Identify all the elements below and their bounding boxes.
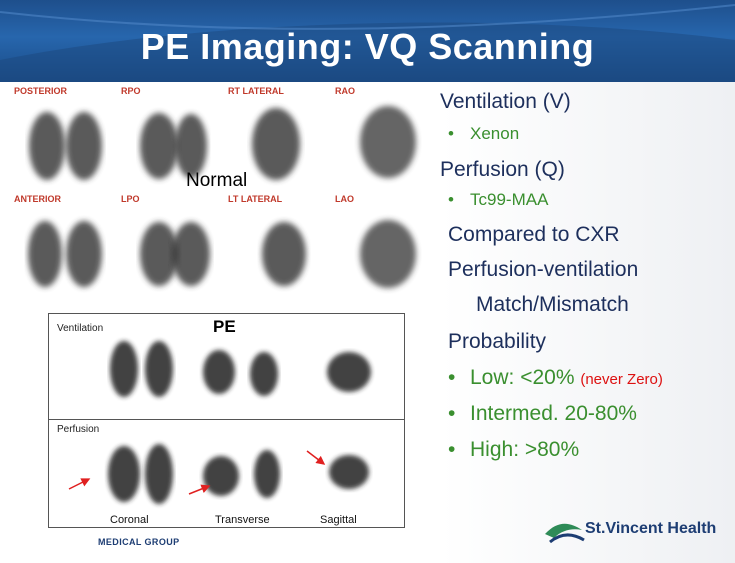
pv-heading: Perfusion-ventilation (448, 258, 639, 281)
tc99-bullet: • Tc99-MAA (448, 190, 549, 209)
xenon-bullet: • Xenon (448, 124, 520, 143)
match-heading: Match/Mismatch (476, 293, 629, 316)
intermed-bullet: • Intermed. 20-80% (448, 402, 637, 425)
compared-heading: Compared to CXR (448, 223, 620, 246)
slide-title: PE Imaging: VQ Scanning (140, 26, 595, 67)
pe-caption: PE (213, 317, 236, 336)
high-bullet: • High: >80% (448, 438, 580, 461)
scan-view-rao: RAO (333, 84, 440, 192)
medical-group-label: MEDICAL GROUP (98, 537, 180, 547)
normal-caption: Normal (186, 170, 248, 191)
low-bullet: • Low: <20% (never Zero) (448, 366, 663, 389)
probability-heading: Probability (448, 330, 547, 353)
scan-view-lt-lateral: LT LATERAL (226, 192, 333, 300)
scan-view-lao: LAO (333, 192, 440, 300)
st-vincent-logo-icon (545, 523, 585, 544)
view-label: ANTERIOR (14, 194, 61, 204)
scan-view-rt-lateral: RT LATERAL (226, 84, 333, 192)
ventilation-label: Ventilation (57, 323, 104, 334)
panel-divider (49, 419, 404, 420)
view-caption-coronal: Coronal (110, 514, 149, 526)
ventilation-heading: Ventilation (V) (440, 90, 571, 113)
perfusion-heading: Perfusion (Q) (440, 158, 565, 181)
view-label: RAO (335, 86, 355, 96)
view-label: RPO (121, 86, 141, 96)
scan-view-lpo: LPO (119, 192, 226, 300)
view-label: LPO (121, 194, 140, 204)
scan-view-posterior: POSTERIOR (12, 84, 119, 192)
banner-swoosh (0, 4, 735, 82)
view-caption-sagittal: Sagittal (320, 514, 357, 526)
never-zero-note: (never Zero) (580, 371, 663, 388)
view-caption-transverse: Transverse (215, 514, 270, 526)
pe-scan-panel: Ventilation Perfusion (48, 313, 405, 528)
view-label: LT LATERAL (228, 194, 283, 204)
perfusion-label: Perfusion (57, 424, 100, 435)
title-banner (0, 0, 735, 82)
scan-view-anterior: ANTERIOR (12, 192, 119, 300)
view-label: POSTERIOR (14, 86, 68, 96)
pe-scan-images (68, 341, 371, 504)
logo-text: St.Vincent Health (585, 520, 717, 537)
scan-view-rpo: RPO (119, 84, 226, 192)
normal-scan-grid: POSTERIOR RPO RT LATERAL RAO ANTERIOR LP… (12, 84, 440, 300)
view-label: LAO (335, 194, 354, 204)
view-label: RT LATERAL (228, 86, 284, 96)
